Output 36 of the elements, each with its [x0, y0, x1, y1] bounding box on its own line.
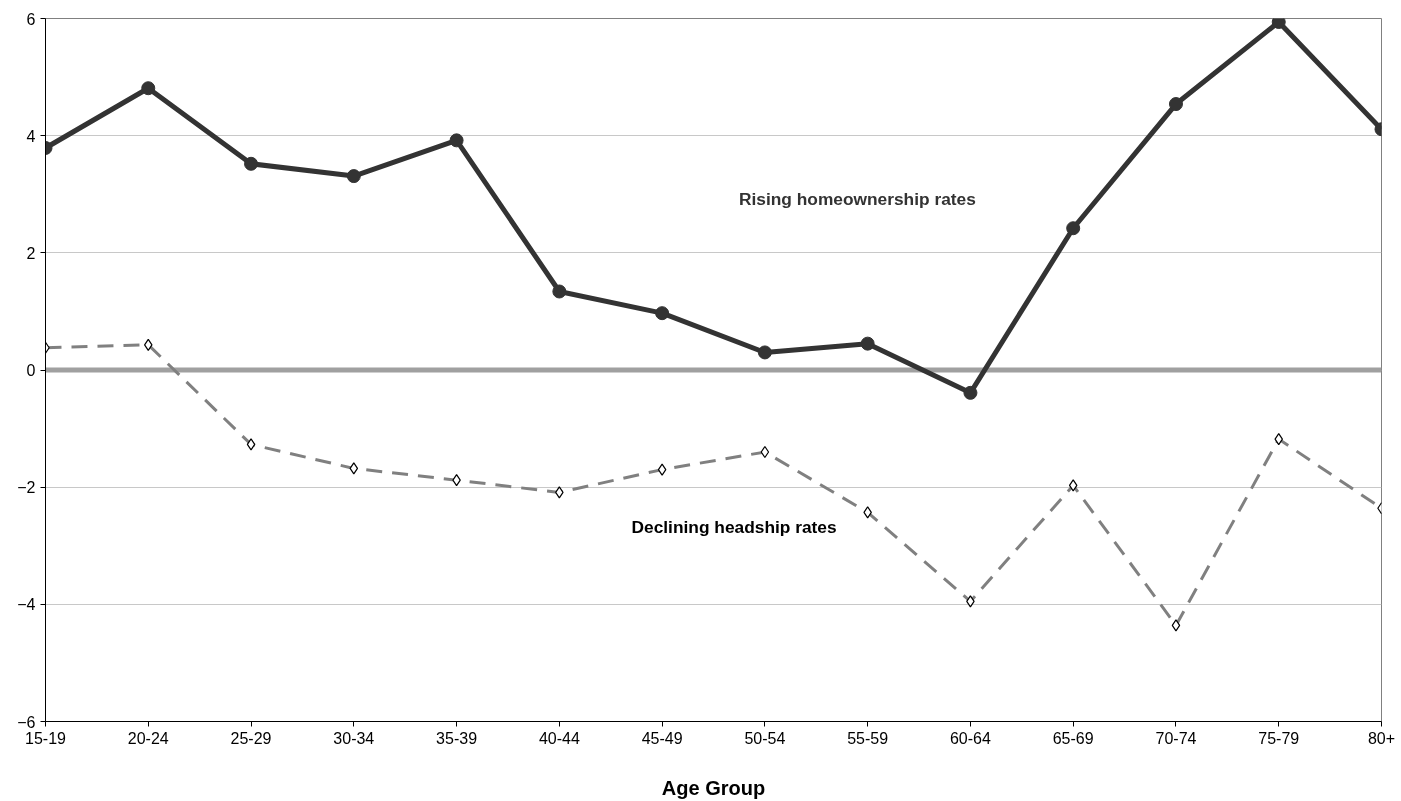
y-tick-label: 4 — [26, 127, 36, 145]
x-tick-label: 20-24 — [127, 729, 169, 747]
x-axis-title: Age Group — [661, 776, 766, 799]
y-tick-label: −6 — [17, 713, 36, 731]
x-tick-label: 75-79 — [1258, 729, 1300, 747]
x-tick-label: 30-34 — [333, 729, 375, 747]
y-tick-label: 6 — [26, 10, 36, 28]
point — [449, 133, 464, 148]
x-tick-label: 55-59 — [847, 729, 889, 747]
x-tick-label: 45-49 — [641, 729, 683, 747]
y-tick-label: −4 — [17, 596, 36, 614]
y-tick-label: 2 — [26, 244, 36, 262]
x-tick-label: 50-54 — [744, 729, 786, 747]
point — [1168, 97, 1183, 112]
x-tick-label: 65-69 — [1052, 729, 1094, 747]
x-tick-label: 80+ — [1367, 729, 1396, 747]
x-tick-label: 35-39 — [436, 729, 478, 747]
point — [244, 156, 259, 171]
y-tick-label: −2 — [17, 479, 36, 497]
point — [757, 345, 772, 360]
x-tick-label: 70-74 — [1155, 729, 1197, 747]
series-label: Declining headship rates — [631, 516, 837, 537]
point — [860, 336, 875, 351]
y-tick-label: 0 — [26, 362, 36, 379]
point — [552, 284, 567, 299]
point — [141, 81, 156, 96]
point — [1066, 221, 1081, 236]
x-tick-label: 40-44 — [538, 729, 580, 747]
x-tick-label: 15-19 — [25, 729, 67, 747]
text: Rising homeownership rates — [738, 188, 976, 209]
point — [963, 385, 978, 400]
point — [346, 169, 361, 184]
point — [1271, 18, 1286, 29]
x-tick-label: 25-29 — [230, 729, 272, 747]
x-tick-label: 60-64 — [949, 729, 991, 747]
point — [655, 306, 670, 321]
